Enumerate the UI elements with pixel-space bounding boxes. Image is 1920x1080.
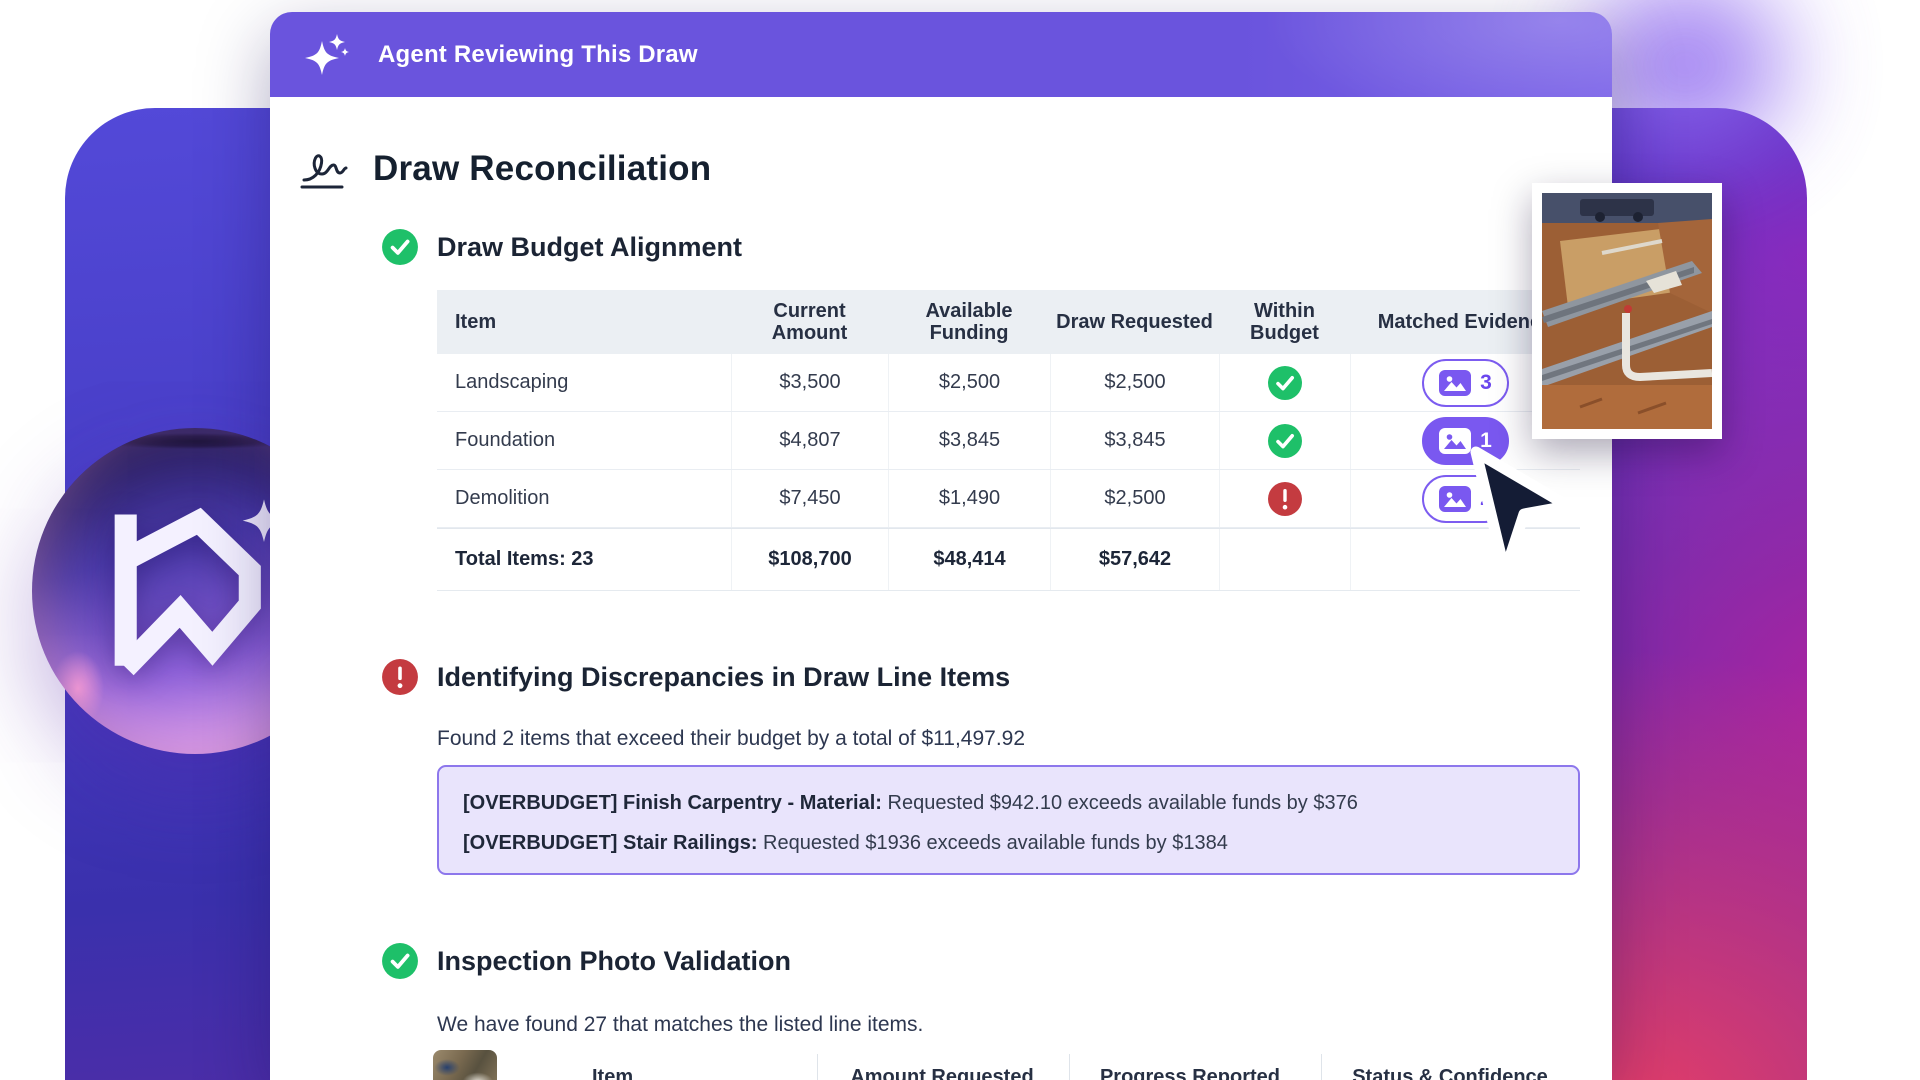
col-draw-requested: Draw Requested bbox=[1056, 310, 1213, 333]
col-item: Item bbox=[455, 310, 497, 333]
agent-banner: Agent Reviewing This Draw bbox=[270, 12, 1612, 97]
discrepancies-summary: Found 2 items that exceed their budget b… bbox=[437, 727, 1026, 750]
inspection-photo-thumbnail bbox=[433, 1050, 497, 1080]
draw-review-card: Agent Reviewing This Draw Draw Reconcili… bbox=[270, 12, 1612, 1080]
evidence-cell: 3 bbox=[1350, 354, 1580, 411]
row-available: $2,500 bbox=[888, 354, 1050, 411]
within-budget-pass-icon bbox=[1219, 412, 1350, 469]
row-available: $1,490 bbox=[888, 470, 1050, 527]
col-status-confidence: Status & Confidence bbox=[1352, 1066, 1548, 1080]
table-row: Foundation $4,807 $3,845 $3,845 1 bbox=[437, 412, 1580, 470]
section-discrepancies-title: Identifying Discrepancies in Draw Line I… bbox=[437, 662, 1011, 692]
col-progress-reported: Progress Reported bbox=[1099, 1066, 1281, 1080]
total-requested: $57,642 bbox=[1050, 529, 1219, 590]
row-requested: $3,845 bbox=[1050, 412, 1219, 469]
col-item: Item bbox=[592, 1066, 634, 1080]
section-budget-alignment-title: Draw Budget Alignment bbox=[437, 232, 743, 262]
total-available: $48,414 bbox=[888, 529, 1050, 590]
col-amount-requested: Amount Requested bbox=[850, 1066, 1034, 1080]
column-divider bbox=[817, 1054, 818, 1080]
table-header-row: Item Current Amount Available Funding Dr… bbox=[437, 290, 1580, 354]
column-divider bbox=[1069, 1054, 1070, 1080]
row-current: $7,450 bbox=[731, 470, 888, 527]
ai-sparkle-icon bbox=[305, 34, 349, 75]
col-current-amount: Current Amount bbox=[771, 299, 848, 344]
photo-icon bbox=[1439, 427, 1472, 454]
column-divider bbox=[1321, 1054, 1322, 1080]
overbudget-line: [OVERBUDGET] Stair Railings: Requested $… bbox=[463, 823, 1554, 863]
sparkle-icon bbox=[242, 499, 286, 542]
success-check-icon bbox=[382, 229, 418, 265]
banner-title: Agent Reviewing This Draw bbox=[378, 41, 698, 68]
section-photo-validation-title: Inspection Photo Validation bbox=[437, 946, 792, 976]
within-budget-alert-icon bbox=[1219, 470, 1350, 527]
col-within-budget: Within Budget bbox=[1250, 299, 1319, 344]
budget-alignment-table: Item Current Amount Available Funding Dr… bbox=[437, 290, 1580, 591]
table-total-row: Total Items: 23 $108,700 $48,414 $57,642 bbox=[437, 528, 1580, 590]
row-current: $4,807 bbox=[731, 412, 888, 469]
signature-icon bbox=[300, 154, 348, 189]
row-item: Demolition bbox=[455, 487, 550, 509]
photo-icon bbox=[1439, 369, 1472, 396]
page-title: Draw Reconciliation bbox=[373, 149, 712, 188]
matched-evidence-photo bbox=[1532, 183, 1722, 439]
within-budget-pass-icon bbox=[1219, 354, 1350, 411]
alert-icon bbox=[382, 659, 418, 695]
cursor-pointer-icon bbox=[1470, 446, 1574, 578]
evidence-badge[interactable]: 3 bbox=[1422, 358, 1509, 407]
overbudget-detail: Requested $1936 exceeds available funds … bbox=[763, 832, 1228, 854]
success-check-icon bbox=[382, 943, 418, 979]
purple-glow bbox=[1585, 0, 1785, 150]
total-current: $108,700 bbox=[731, 529, 888, 590]
row-current: $3,500 bbox=[731, 354, 888, 411]
photo-validation-table: Item Amount Requested Progress Reported … bbox=[430, 1040, 1580, 1080]
house-w-logo-icon bbox=[114, 507, 261, 676]
col-matched-evidence: Matched Evidence bbox=[1377, 310, 1553, 333]
row-requested: $2,500 bbox=[1050, 470, 1219, 527]
overbudget-detail: Requested $942.10 exceeds available fund… bbox=[887, 792, 1358, 814]
total-empty bbox=[1350, 529, 1580, 590]
photo-icon bbox=[1439, 485, 1472, 512]
row-available: $3,845 bbox=[888, 412, 1050, 469]
overbudget-tag: [OVERBUDGET] Stair Railings: bbox=[463, 832, 758, 854]
total-label: Total Items: 23 bbox=[455, 548, 594, 570]
row-item: Landscaping bbox=[455, 371, 569, 393]
overbudget-line: [OVERBUDGET] Finish Carpentry - Material… bbox=[463, 783, 1554, 823]
overbudget-tag: [OVERBUDGET] Finish Carpentry - Material… bbox=[463, 792, 882, 814]
evidence-count: 1 bbox=[1480, 428, 1492, 452]
photo-validation-summary: We have found 27 that matches the listed… bbox=[437, 1013, 924, 1036]
overbudget-alert-box: [OVERBUDGET] Finish Carpentry - Material… bbox=[437, 765, 1580, 875]
row-requested: $2,500 bbox=[1050, 354, 1219, 411]
evidence-badge-active[interactable]: 1 bbox=[1422, 416, 1509, 465]
evidence-cell: 1 bbox=[1350, 412, 1580, 469]
table-row: Landscaping $3,500 $2,500 $2,500 3 bbox=[437, 354, 1580, 412]
col-available-funding: Available Funding bbox=[925, 299, 1013, 344]
row-item: Foundation bbox=[455, 429, 556, 451]
evidence-count: 3 bbox=[1480, 370, 1492, 394]
total-empty bbox=[1219, 529, 1350, 590]
table-row: Demolition $7,450 $1,490 $2,500 2 bbox=[437, 470, 1580, 528]
